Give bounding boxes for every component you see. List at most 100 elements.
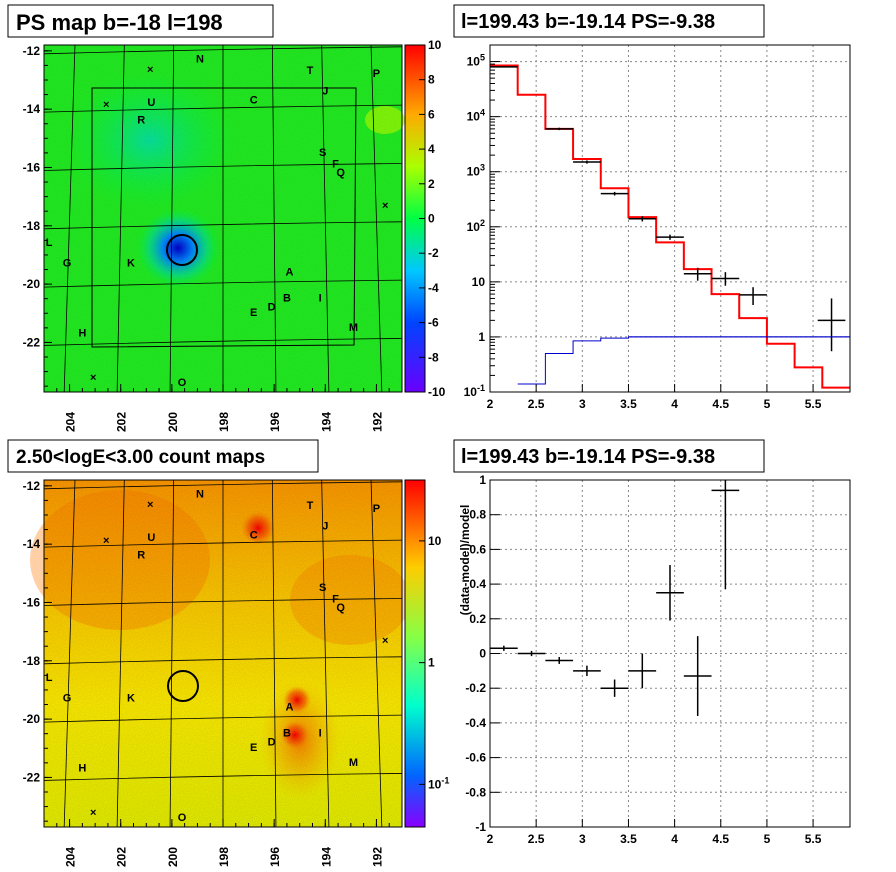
spectrum-background-line (517, 336, 850, 385)
residual-y-tick-label: 0.2 (469, 612, 486, 626)
ps-map-colorbar-tick-label: 6 (428, 107, 435, 121)
count-map-y-tick-label: -14 (23, 537, 41, 551)
spectrum-y-tick-label: 103 (467, 163, 485, 179)
spectrum-y-tick-label: 10 (472, 275, 486, 289)
ps-map-source-label: N (196, 53, 204, 65)
count-map-source-label: D (268, 736, 276, 748)
ps-map-panel: PS map b=-18 l=198 N T P J C UR SFQ LG K A BDE I M H O… (7, 4, 446, 432)
count-map-x-tick-label: 194 (319, 847, 333, 867)
residual-x-tick-label: 3.5 (620, 832, 637, 846)
count-map-colorbar-tick-label: 10-1 (428, 775, 449, 791)
ps-map-cross-marker: × (90, 372, 96, 384)
ps-map-longitude-line (271, 44, 277, 393)
count-map-longitude-line (116, 479, 125, 828)
ps-map-y-tick-label: -22 (23, 335, 41, 349)
count-map-y-tick-label: -22 (23, 770, 41, 784)
count-map-source-label: F (332, 593, 339, 605)
spectrum-y-tick-label: 1 (478, 330, 485, 344)
ps-map-colorbar-tick-label: -8 (428, 350, 439, 364)
ps-map-colorbar-tick-label: -6 (428, 316, 439, 330)
count-map-cross-marker: × (90, 807, 96, 819)
count-map-longitude-line (271, 479, 277, 828)
count-map-y-tick-label: -12 (23, 479, 41, 493)
ps-map-title-box (7, 4, 274, 38)
count-map-x-tick-label: 196 (268, 847, 282, 867)
count-map-source-label: L (46, 672, 53, 684)
count-map-source-label: E (250, 742, 257, 754)
ps-map-source-label: O (178, 377, 187, 389)
ps-map-y-tick-label: -16 (23, 160, 41, 174)
count-map-source-label: O (178, 812, 187, 824)
count-map-x-tick-label: 198 (217, 847, 231, 867)
count-map-panel: 2.50<logE<3.00 count maps N T P J C UR SFQ LG K A… (7, 439, 449, 867)
residual-x-tick-label: 5 (764, 832, 771, 846)
count-map-latitude-line (43, 481, 403, 490)
ps-map-longitude-line (321, 44, 330, 393)
ps-map-latitude-line (43, 46, 403, 55)
ps-map-source-label: R (137, 115, 145, 127)
count-map-source-label: M (349, 757, 358, 769)
spectrum-title: l=199.43 b=-19.14 PS=-9.38 (461, 11, 715, 33)
residual-y-tick-label: -0.8 (465, 785, 486, 799)
spectrum-title-box (453, 4, 765, 38)
spectrum-y-tick-label: 105 (467, 53, 485, 69)
spectrum-frame (489, 44, 851, 393)
ps-map-y-tick-label: -20 (23, 277, 41, 291)
count-map-title: 2.50<logE<3.00 count maps (16, 447, 265, 468)
ps-map-latitude-line (43, 163, 403, 171)
count-map-longitude-line (370, 479, 383, 828)
ps-map-cross-marker: × (382, 200, 388, 212)
spectrum-plot-area (490, 45, 850, 392)
ps-map-source-label: T (307, 65, 314, 77)
spectrum-x-tick-label: 2.5 (528, 397, 545, 411)
ps-map-colorbar-tick-label: 2 (428, 177, 435, 191)
spectrum-plot: 2 2.5 3 3.5 4 4.5 5 5.5 10-1 1 10 102 103 104 105 (464, 44, 851, 411)
residual-panel: l=199.43 b=-19.14 PS=-9.38 2 2.5 3 3.5 4 4.5 5… (453, 439, 851, 846)
count-map-source-label: J (322, 521, 328, 533)
ps-map-roi-box (91, 87, 357, 348)
ps-map-x-tick-label: 192 (370, 412, 384, 432)
ps-map-source-label: F (332, 158, 339, 170)
count-map-source-label: S (319, 582, 326, 594)
ps-map-cross-marker: × (103, 99, 109, 111)
residual-title: l=199.43 b=-19.14 PS=-9.38 (461, 446, 715, 468)
spectrum-x-tick-label: 4.5 (712, 397, 729, 411)
ps-map-y-tick-label: -14 (23, 102, 41, 116)
count-map-latitude-line (43, 714, 403, 723)
count-map-y-tick-label: -18 (23, 654, 41, 668)
residual-x-tick-label: 4.5 (712, 832, 729, 846)
ps-map-latitude-line (43, 104, 403, 113)
ps-map-axes: 204 202 200 198 196 194 192 -12 -14 -16 -18 -20 -22 (23, 44, 390, 432)
count-map-source-label: T (307, 500, 314, 512)
count-map-source-label: N (196, 488, 204, 500)
count-map-longitude-line (321, 479, 330, 828)
ps-map-source-labels: N T P J C UR SFQ LG K A BDE I M H O (46, 53, 380, 389)
ps-map-title: PS map b=-18 l=198 (16, 10, 223, 35)
count-map-x-tick-label: 202 (115, 847, 129, 867)
residual-y-tick-label: -0.6 (465, 751, 486, 765)
spectrum-x-tick-label: 3.5 (620, 397, 637, 411)
residual-y-axis-label: (data-model)/model (458, 505, 472, 616)
ps-map-x-tick-label: 196 (268, 412, 282, 432)
ps-map-source-label: I (319, 293, 322, 305)
ps-map-source-label: U (147, 97, 155, 109)
count-map-source-labels: N T P J C UR SFQ LG K A BDE I M H O (46, 488, 380, 824)
ps-map-colorbar-tick-label: -4 (428, 281, 439, 295)
count-map-source-label: K (127, 693, 135, 705)
ps-map-x-tick-label: 200 (166, 412, 180, 432)
count-map-source-label: I (319, 728, 322, 740)
ps-map-source-label: G (63, 258, 72, 270)
count-map-source-label: G (63, 693, 72, 705)
count-map-cross-marker: × (103, 535, 109, 547)
ps-map-colorbar-tick-label: 10 (428, 38, 442, 52)
spectrum-x-tick-label: 2 (487, 397, 494, 411)
ps-map-source-label: A (286, 266, 294, 278)
ps-map-source-label: Q (336, 167, 345, 179)
ps-map-colorbar-tick-label: -2 (428, 246, 439, 260)
residual-y-tick-label: 0.4 (469, 577, 486, 591)
count-map-colorbar-labels: 10 1 10-1 (419, 534, 449, 791)
ps-map-longitude-line (370, 44, 383, 393)
residual-x-tick-label: 5.5 (805, 832, 822, 846)
count-map-source-label: P (373, 503, 380, 515)
residual-plot: 2 2.5 3 3.5 4 4.5 5 5.5 -1 -0.8 -0.6 -0.4 -0.2 0 0.2 0.… (458, 473, 851, 846)
